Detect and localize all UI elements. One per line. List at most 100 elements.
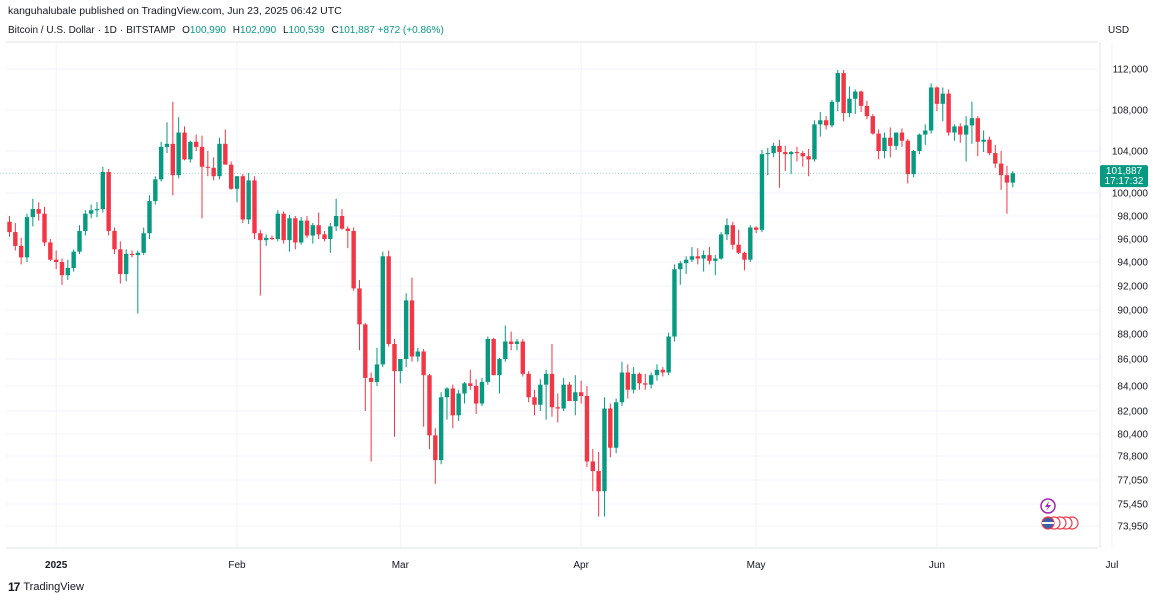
candle[interactable] — [508, 331, 514, 351]
candle[interactable] — [328, 222, 333, 253]
candle[interactable] — [497, 357, 502, 394]
candle[interactable] — [468, 369, 473, 390]
candle[interactable] — [252, 176, 257, 239]
candle[interactable] — [608, 403, 613, 458]
candle[interactable] — [123, 249, 129, 282]
candle[interactable] — [538, 379, 543, 411]
candle[interactable] — [783, 145, 788, 171]
candle[interactable] — [730, 221, 735, 250]
candle[interactable] — [351, 227, 356, 291]
candle[interactable] — [742, 251, 747, 271]
candle[interactable] — [853, 89, 858, 115]
interval-label[interactable]: 1D — [104, 25, 117, 36]
candle[interactable] — [234, 176, 240, 203]
candle[interactable] — [975, 116, 980, 157]
symbol-name[interactable]: Bitcoin / U.S. Dollar — [8, 25, 95, 36]
footer-brand[interactable]: 17 TradingView — [8, 580, 84, 594]
candle[interactable] — [433, 428, 438, 484]
candle[interactable] — [112, 227, 117, 254]
candle[interactable] — [88, 204, 94, 219]
candle[interactable] — [573, 375, 578, 416]
candle[interactable] — [403, 293, 409, 368]
candle[interactable] — [479, 377, 485, 406]
candle[interactable] — [701, 250, 706, 272]
candle[interactable] — [438, 392, 444, 465]
candle[interactable] — [520, 339, 526, 377]
candle[interactable] — [724, 218, 730, 241]
candle[interactable] — [503, 325, 508, 362]
candle[interactable] — [409, 277, 415, 362]
candle[interactable] — [660, 367, 665, 377]
candle[interactable] — [532, 389, 537, 416]
candle[interactable] — [223, 129, 228, 165]
candle[interactable] — [147, 195, 152, 239]
candle[interactable] — [672, 264, 677, 342]
candle[interactable] — [42, 206, 47, 246]
candle[interactable] — [310, 222, 316, 244]
candle[interactable] — [24, 213, 30, 262]
candle[interactable] — [170, 101, 176, 196]
candle[interactable] — [368, 372, 374, 462]
candle[interactable] — [718, 232, 724, 260]
candle[interactable] — [958, 123, 963, 143]
candle[interactable] — [392, 339, 397, 437]
candle[interactable] — [322, 230, 327, 242]
candle[interactable] — [345, 226, 351, 249]
candle[interactable] — [841, 70, 846, 122]
candle[interactable] — [584, 386, 590, 467]
candle[interactable] — [993, 144, 998, 168]
candle[interactable] — [578, 380, 584, 404]
candle[interactable] — [923, 124, 928, 145]
candle[interactable] — [567, 381, 572, 401]
candle[interactable] — [998, 151, 1004, 190]
candle[interactable] — [858, 90, 864, 113]
candle[interactable] — [53, 250, 59, 270]
candle[interactable] — [590, 449, 595, 492]
candle[interactable] — [473, 379, 479, 414]
candle[interactable] — [129, 250, 135, 258]
candle[interactable] — [281, 211, 286, 244]
candle[interactable] — [462, 381, 467, 404]
candle[interactable] — [153, 176, 158, 205]
candle[interactable] — [625, 364, 630, 399]
candle[interactable] — [666, 332, 671, 376]
candle[interactable] — [753, 226, 759, 234]
candle[interactable] — [654, 364, 660, 381]
candle[interactable] — [905, 138, 910, 184]
candle[interactable] — [240, 174, 246, 223]
candle[interactable] — [13, 222, 18, 251]
candle[interactable] — [182, 126, 187, 161]
candle[interactable] — [380, 251, 386, 368]
candle[interactable] — [415, 347, 421, 362]
candle[interactable] — [141, 227, 146, 256]
candle[interactable] — [1004, 165, 1010, 214]
candle[interactable] — [695, 248, 700, 265]
candle[interactable] — [333, 198, 339, 231]
candle[interactable] — [193, 134, 199, 151]
candle[interactable] — [135, 250, 141, 314]
candle[interactable] — [263, 234, 269, 246]
candle[interactable] — [678, 260, 683, 285]
candle[interactable] — [940, 87, 945, 122]
candle[interactable] — [269, 235, 275, 241]
candle[interactable] — [899, 128, 905, 147]
flag-badge-icon[interactable] — [1041, 516, 1079, 530]
candle[interactable] — [934, 86, 940, 112]
candle[interactable] — [258, 229, 263, 296]
candle[interactable] — [952, 124, 957, 141]
candle[interactable] — [199, 135, 205, 219]
candle[interactable] — [427, 373, 432, 450]
candle[interactable] — [812, 120, 817, 162]
candle[interactable] — [555, 393, 561, 423]
candle[interactable] — [987, 136, 992, 156]
candle[interactable] — [818, 112, 823, 137]
candle[interactable] — [928, 83, 934, 134]
candle[interactable] — [48, 239, 53, 261]
flash-alert-icon[interactable] — [1040, 498, 1056, 514]
candle[interactable] — [287, 214, 292, 252]
candle[interactable] — [106, 168, 111, 236]
candle[interactable] — [794, 146, 800, 162]
candle[interactable] — [549, 344, 555, 417]
candle[interactable] — [707, 247, 712, 265]
candle[interactable] — [713, 255, 718, 276]
